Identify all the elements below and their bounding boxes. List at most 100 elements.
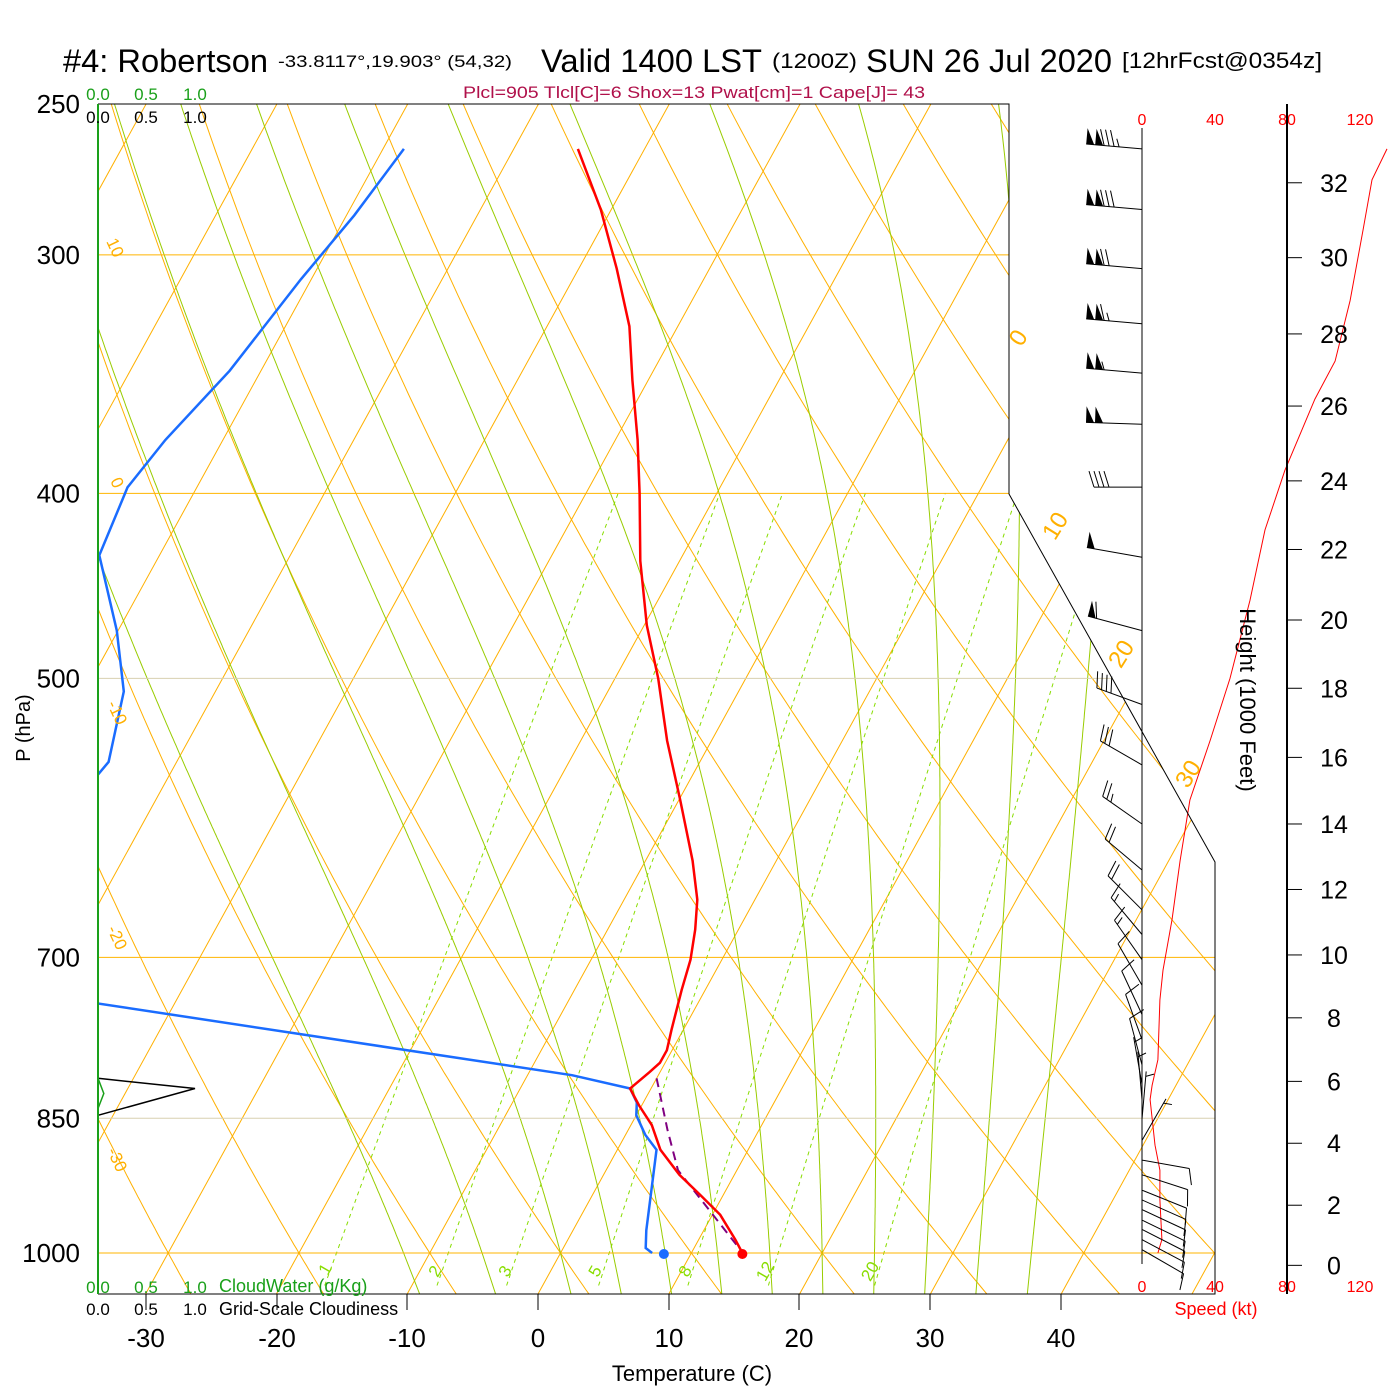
dry-adiabat-line	[542, 104, 1215, 1294]
cloudiness-scale-label: 1.0	[183, 1300, 207, 1319]
wind-barb-feather	[1183, 1219, 1187, 1237]
wind-barb-pennant	[1095, 128, 1104, 146]
wind-barb	[1141, 1174, 1189, 1207]
wind-barb-feather	[1100, 304, 1105, 321]
wind-barb-feather	[1100, 189, 1105, 207]
height-tick-label: 32	[1320, 170, 1348, 198]
wind-barb-feather	[1099, 724, 1105, 742]
wind-barb-half-feather	[1116, 138, 1120, 148]
moist-adiabat-line	[563, 104, 824, 1294]
height-tick-label: 12	[1320, 876, 1348, 904]
wind-barb-feather	[1182, 1229, 1186, 1247]
wind-barb-staff	[1141, 1159, 1190, 1169]
wind-barb-feather	[1088, 471, 1095, 488]
mixing-ratio-label: 2	[425, 1262, 446, 1280]
wind-barb	[1141, 1229, 1186, 1268]
wind-barb-staff	[1141, 1174, 1188, 1191]
wind-barb-staff	[1141, 1189, 1187, 1209]
dry-adiabat-line	[1155, 104, 1215, 1294]
cloudiness-scale-label: 0.5	[134, 1300, 158, 1319]
height-tick-label: 16	[1320, 744, 1348, 772]
height-tick-label: 30	[1320, 245, 1348, 273]
temp-tick-label: 10	[655, 1323, 684, 1353]
wind-barb-feather	[1100, 248, 1105, 266]
moist-adiabat-line	[98, 104, 499, 1294]
dry-adiabat-line	[630, 104, 1215, 1294]
wind-barb-staff	[1086, 367, 1143, 374]
wind-barb-staff	[1141, 1071, 1147, 1120]
dry-adiabat-line	[368, 104, 1127, 1294]
isotherm-line	[1187, 104, 1215, 1294]
surface-dewpoint-point	[658, 1249, 669, 1259]
dry-adiabat-line	[280, 104, 994, 1294]
wind-barb-staff	[1121, 970, 1143, 1015]
height-tick-label: 18	[1320, 675, 1348, 703]
isotherm-line	[0, 87, 25, 1301]
wind-barb	[1086, 406, 1143, 425]
height-tick-label: 22	[1320, 536, 1348, 564]
isotherm-line	[98, 104, 287, 1294]
wind-barb-staff	[1117, 943, 1143, 986]
height-tick-label: 0	[1327, 1252, 1341, 1280]
station-coords: -33.8117°,19.903° (54,32)	[278, 52, 512, 71]
wind-barb-staff	[1141, 1098, 1167, 1141]
isotherm-line	[98, 104, 418, 1294]
isotherm-line	[664, 104, 1215, 1294]
wind-barb-pennant	[1086, 128, 1095, 145]
wind-barb-pennant	[1095, 353, 1104, 370]
dry-adiabat-label: -20	[103, 923, 131, 953]
wind-barb-feather	[1093, 471, 1100, 488]
wind-barb-staff	[1087, 615, 1143, 632]
speed-tick-label: 40	[1206, 112, 1224, 129]
wind-barb-staff	[1107, 875, 1143, 911]
dewpoint-line	[98, 148, 658, 1254]
forecast-info: [12hrFcst@0354z]	[1122, 48, 1322, 73]
isotherm-line	[1056, 104, 1215, 1294]
dry-adiabat-line	[455, 104, 1215, 1294]
dry-adiabat-line	[193, 104, 861, 1294]
pressure-tick-label: 1000	[22, 1238, 80, 1268]
wind-barb-staff	[1086, 263, 1143, 270]
wind-barb-half-feather	[1106, 312, 1110, 322]
wind-barb-staff	[1125, 994, 1143, 1040]
speed-tick-label: 120	[1347, 112, 1374, 129]
wind-barb-staff	[1141, 1199, 1187, 1220]
pressure-tick-label: 300	[37, 240, 80, 270]
wind-barb-staff	[1086, 546, 1143, 558]
wind-barb	[1121, 959, 1143, 1015]
valid-time: Valid 1400 LST	[541, 43, 762, 79]
wind-barb	[1086, 303, 1143, 325]
wind-barb-feather	[1106, 783, 1113, 800]
wind-barb-feather	[1117, 931, 1130, 945]
wind-barb	[1087, 600, 1143, 632]
cloudiness-scale-label: 0.0	[86, 1300, 110, 1319]
temp-tick-label: -10	[388, 1323, 426, 1353]
wind-barb	[1141, 1219, 1186, 1258]
wind-barb-pennant	[1086, 303, 1095, 320]
mixing-ratio-line	[767, 493, 1018, 1286]
mixing-ratio-line	[506, 493, 783, 1286]
mixing-ratio-label: 12	[752, 1258, 778, 1284]
isotherm-line	[98, 104, 549, 1294]
dry-adiabat-label: -10	[103, 698, 131, 728]
dry-adiabat-line	[98, 104, 462, 1294]
background-lines: 1 2 3 5 8 12 20	[0, 87, 1215, 1301]
wind-speed-line	[1149, 148, 1388, 1254]
wind-barb-staff	[1141, 1209, 1186, 1231]
wind-barb	[1104, 823, 1143, 871]
dry-adiabat-line	[1067, 104, 1215, 1294]
wind-barb	[1107, 860, 1143, 911]
cloudwater-scale-label: 0.5	[134, 85, 158, 104]
wind-barb	[1099, 724, 1143, 766]
moist-adiabat-line	[175, 104, 624, 1294]
pressure-tick-label: 500	[37, 663, 80, 693]
wind-barb	[1086, 531, 1143, 558]
height-tick-label: 2	[1327, 1192, 1341, 1220]
wind-barb-feather	[1111, 864, 1120, 880]
temp-tick-label: 40	[1047, 1323, 1076, 1353]
wind-barb-half-feather	[1145, 1073, 1155, 1077]
stability-indices: Plcl=905 Tlcl[C]=6 Shox=13 Pwat[cm]=1 Ca…	[463, 83, 925, 102]
wind-barb-feather	[1105, 249, 1110, 266]
wind-barb-half-feather	[1116, 917, 1123, 925]
wind-barb-staff	[1141, 1249, 1184, 1275]
